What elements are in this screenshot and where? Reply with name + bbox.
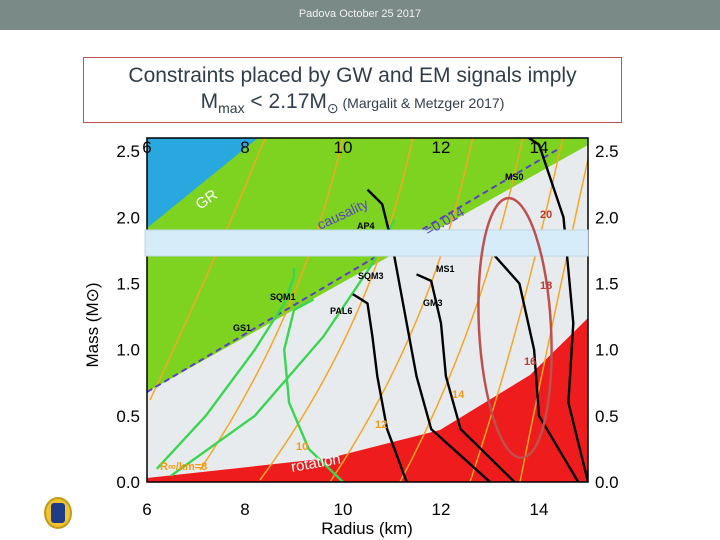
mass-limit-value: < 2.17M <box>244 90 327 113</box>
header-bar <box>0 0 720 30</box>
eos-label-sqm3: SQM3 <box>358 271 384 281</box>
x-axis-label: Radius (km) <box>321 519 413 538</box>
eos-label-sqm1: SQM1 <box>270 292 296 302</box>
x-tick-bottom-6: 6 <box>142 500 151 519</box>
r-contour-2 <box>259 138 414 481</box>
y-tick-right-0.5: 0.5 <box>595 407 619 426</box>
y-tick-right-2.0: 2.0 <box>595 208 619 227</box>
r-label-18: 18 <box>540 280 552 292</box>
y-tick-right-1.5: 1.5 <box>595 275 619 294</box>
y-tick-left-1.5: 1.5 <box>116 275 140 294</box>
y-tick-left-2.5: 2.5 <box>116 142 140 161</box>
x-tick-top-6: 6 <box>142 138 151 157</box>
x-axis-bottom-ticks: 6 8 10 12 14 <box>142 500 548 519</box>
sun-symbol: ⊙ <box>326 100 339 117</box>
r-label-10: 10 <box>296 441 308 453</box>
y-tick-right-2.5: 2.5 <box>595 142 619 161</box>
y-tick-right-0.0: 0.0 <box>595 473 619 492</box>
y-axis-left-ticks: 0.0 0.5 1.0 1.5 2.0 2.5 <box>116 142 140 492</box>
eos-curve-sqm3 <box>170 219 396 477</box>
institution-logo <box>44 497 72 529</box>
r-contour-5 <box>469 138 564 482</box>
horizontal-band <box>144 229 589 257</box>
y-tick-left-0.0: 0.0 <box>116 473 140 492</box>
title-box: Constraints placed by GW and EM signals … <box>83 57 622 123</box>
eos-curve-gs1 <box>283 298 344 482</box>
r-contour-0 <box>149 138 268 401</box>
r-label-20: 20 <box>540 209 552 221</box>
x-tick-bottom-14: 14 <box>530 500 549 519</box>
header-text: Padova October 25 2017 <box>298 8 422 20</box>
r-infinity-contours <box>149 138 588 482</box>
x-tick-bottom-8: 8 <box>240 500 249 519</box>
plot-regions <box>147 138 588 482</box>
x-tick-top-12: 12 <box>432 138 451 157</box>
y-axis-right-ticks: 0.0 0.5 1.0 1.5 2.0 2.5 <box>595 142 619 492</box>
y-tick-left-2.0: 2.0 <box>116 208 140 227</box>
title-line-1: Constraints placed by GW and EM signals … <box>128 64 577 87</box>
logo-emblem <box>51 503 65 523</box>
eos-label-gm3: GM3 <box>423 298 443 308</box>
gr-region <box>147 138 258 228</box>
eos-label-pal6: PAL6 <box>330 306 352 316</box>
r-contour-4 <box>399 138 524 482</box>
eos-curve-sqm1 <box>155 267 296 470</box>
r-label-8: R∞/km=8 <box>160 461 207 473</box>
x-tick-top-8: 8 <box>240 138 249 157</box>
r-label-14: 14 <box>452 389 465 401</box>
y-tick-left-1.0: 1.0 <box>116 341 140 360</box>
eos-label-ap4: AP4 <box>357 221 375 231</box>
r-contour-3 <box>329 138 474 482</box>
citation: (Margalit & Metzger 2017) <box>338 95 505 111</box>
mmax-subscript: max <box>218 100 245 117</box>
plot-frame <box>146 137 589 483</box>
x-axis-top-ticks: 6 8 10 12 14 <box>142 138 548 157</box>
eos-label-gs1: GS1 <box>233 323 251 333</box>
x-tick-top-14: 14 <box>530 138 549 157</box>
mmax-symbol: M <box>200 90 219 113</box>
r-contour-1 <box>199 138 345 471</box>
y-tick-right-1.0: 1.0 <box>595 341 619 360</box>
eos-label-ms0: MS0 <box>505 172 524 182</box>
eos-curve-ap4 <box>366 188 491 482</box>
eos-curve-gm3 <box>416 273 516 482</box>
r-label-12: 12 <box>375 419 387 431</box>
eos-curve-pal6 <box>352 293 408 482</box>
x-tick-top-10: 10 <box>334 138 353 157</box>
x-tick-bottom-12: 12 <box>432 500 451 519</box>
title-line-2: Mmax < 2.17M⊙ (Margalit & Metzger 2017) <box>84 90 621 117</box>
r-label-16: 16 <box>524 356 536 368</box>
eos-curve-ms0 <box>526 138 588 482</box>
causality-region <box>147 138 588 392</box>
rotation-region <box>147 318 588 482</box>
eos-curves <box>155 138 588 482</box>
x-tick-bottom-10: 10 <box>334 500 353 519</box>
y-tick-left-0.5: 0.5 <box>116 407 140 426</box>
highlight-ellipse <box>477 196 553 460</box>
eos-label-ms1: MS1 <box>436 264 455 274</box>
y-axis-label: Mass (M⊙) <box>83 282 102 367</box>
